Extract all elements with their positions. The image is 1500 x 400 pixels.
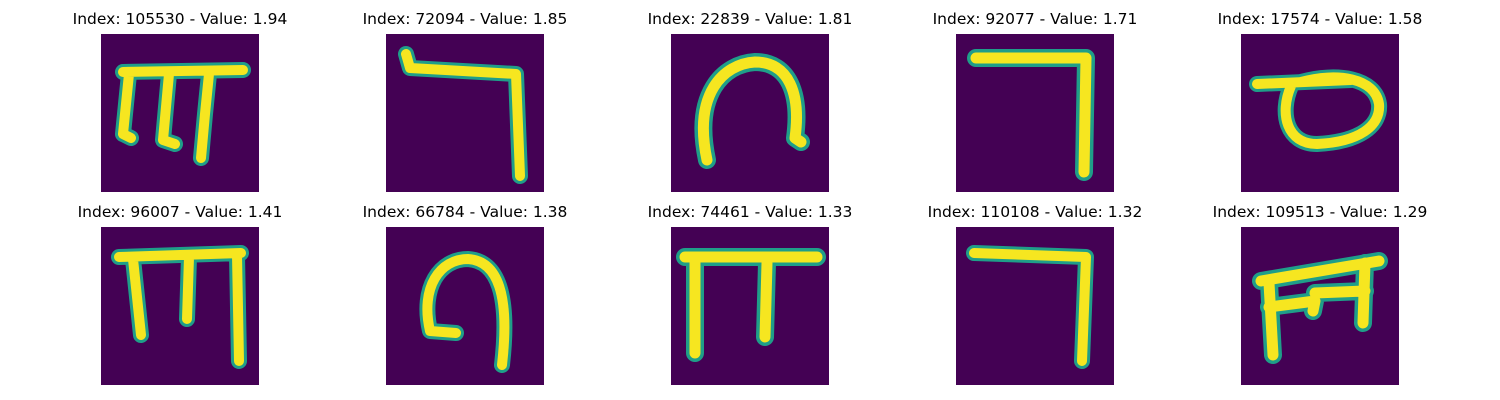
panel-title: Index: 74461 - Value: 1.33 — [647, 203, 853, 221]
m-glyph-icon — [1241, 227, 1399, 385]
panel-5: Index: 17574 - Value: 1.58 — [1205, 10, 1435, 200]
panel-3: Index: 22839 - Value: 1.81 — [635, 10, 865, 200]
panel-1: Index: 105530 - Value: 1.94 — [65, 10, 295, 200]
panel-title: Index: 105530 - Value: 1.94 — [72, 10, 288, 28]
seven-glyph-icon — [386, 34, 544, 192]
panel-2: Index: 72094 - Value: 1.85 — [350, 10, 580, 200]
panel-9: Index: 110108 - Value: 1.32 — [920, 203, 1150, 393]
panel-title: Index: 110108 - Value: 1.32 — [927, 203, 1143, 221]
panel-title: Index: 66784 - Value: 1.38 — [362, 203, 568, 221]
panel-8: Index: 74461 - Value: 1.33 — [635, 203, 865, 393]
seven-glyph-icon — [956, 34, 1114, 192]
pi-glyph-icon — [671, 227, 829, 385]
panel-title: Index: 22839 - Value: 1.81 — [647, 10, 853, 28]
panel-6: Index: 96007 - Value: 1.41 — [65, 203, 295, 393]
panel-10: Index: 109513 - Value: 1.29 — [1205, 203, 1435, 393]
panel-title: Index: 109513 - Value: 1.29 — [1212, 203, 1428, 221]
panel-title: Index: 17574 - Value: 1.58 — [1217, 10, 1423, 28]
arch-glyph-icon — [386, 227, 544, 385]
m-glyph-icon — [101, 34, 259, 192]
loop-glyph-icon — [1241, 34, 1399, 192]
m-glyph-icon — [101, 227, 259, 385]
arch-glyph-icon — [671, 34, 829, 192]
panel-4: Index: 92077 - Value: 1.71 — [920, 10, 1150, 200]
panel-title: Index: 72094 - Value: 1.85 — [362, 10, 568, 28]
panel-title: Index: 92077 - Value: 1.71 — [932, 10, 1138, 28]
panel-title: Index: 96007 - Value: 1.41 — [77, 203, 283, 221]
panel-7: Index: 66784 - Value: 1.38 — [350, 203, 580, 393]
seven-glyph-icon — [956, 227, 1114, 385]
